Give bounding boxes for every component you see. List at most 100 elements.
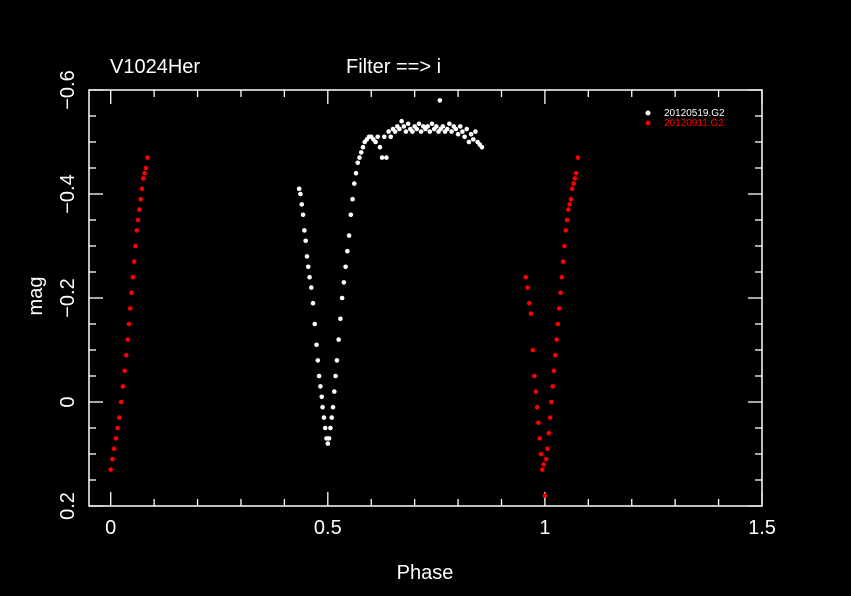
data-point (130, 274, 136, 280)
data-point (299, 202, 305, 207)
data-point (532, 373, 537, 379)
data-point (310, 300, 316, 306)
data-point (559, 274, 565, 280)
data-point (397, 126, 402, 132)
data-point (343, 264, 348, 270)
data-point (296, 186, 302, 192)
data-point (547, 415, 553, 420)
data-point (473, 129, 478, 134)
data-point (133, 243, 138, 249)
data-point (563, 228, 569, 233)
data-point (553, 352, 558, 358)
data-point (526, 300, 532, 306)
data-point (405, 121, 411, 127)
data-point (429, 121, 435, 127)
data-point (569, 186, 575, 192)
data-point (455, 131, 461, 137)
data-point (562, 243, 567, 249)
series-2 (108, 155, 581, 498)
data-point (346, 233, 352, 238)
data-point (318, 384, 323, 389)
data-point (384, 155, 389, 160)
data-point (326, 436, 332, 441)
data-point (560, 259, 566, 264)
data-point (375, 134, 381, 140)
data-point (530, 347, 536, 353)
data-point (464, 126, 470, 132)
data-point (539, 467, 545, 472)
data-point (470, 137, 476, 142)
data-point (304, 254, 310, 259)
data-point (567, 202, 572, 207)
data-point (115, 425, 120, 431)
data-point (523, 274, 529, 280)
data-point (546, 430, 552, 436)
data-point (386, 129, 391, 134)
data-point (333, 373, 338, 379)
data-point (536, 420, 541, 426)
data-point (551, 368, 557, 374)
data-point (312, 321, 318, 327)
data-point (131, 259, 137, 264)
data-point (410, 129, 415, 134)
data-point (338, 316, 343, 322)
data-point (329, 415, 335, 420)
data-point (358, 150, 364, 155)
data-point (558, 290, 563, 296)
data-point (457, 124, 463, 129)
data-point (140, 176, 146, 181)
data-point (309, 285, 314, 290)
data-point (537, 436, 542, 441)
data-point (345, 248, 350, 254)
data-point (142, 170, 147, 176)
data-point (302, 228, 307, 233)
y-tick-label: 0 (57, 396, 79, 407)
y-axis-label: mag (25, 277, 47, 316)
data-point (549, 399, 554, 405)
data-point (453, 126, 459, 132)
data-point (138, 196, 143, 202)
data-point (300, 212, 306, 218)
data-point (341, 280, 347, 285)
y-tick-label: −0.6 (57, 70, 79, 109)
data-point (303, 238, 308, 244)
data-point (573, 170, 579, 176)
data-point (566, 207, 571, 212)
data-point (325, 441, 331, 446)
data-point (434, 124, 439, 129)
data-point (427, 129, 433, 134)
data-point (447, 121, 452, 127)
data-point (135, 217, 141, 223)
data-point (449, 129, 454, 134)
data-point (403, 129, 409, 134)
data-point (416, 121, 422, 127)
chart-title-center: Filter ==> i (346, 56, 441, 78)
data-point (122, 368, 127, 374)
data-point (332, 389, 337, 394)
data-points (108, 98, 581, 498)
data-point (555, 321, 561, 327)
data-point (360, 144, 366, 150)
data-point (307, 274, 312, 280)
data-point (305, 264, 311, 270)
data-point (554, 337, 559, 342)
chart-title-left: V1024Her (110, 56, 200, 78)
data-point (381, 134, 387, 140)
data-point (125, 337, 130, 342)
y-tick-label: −0.2 (57, 278, 79, 317)
x-tick-label: 1 (539, 517, 550, 539)
data-point (336, 337, 341, 342)
data-point (108, 467, 114, 472)
data-point (134, 228, 140, 233)
data-point (334, 358, 340, 363)
x-tick-label: 1.5 (748, 517, 776, 539)
data-point (350, 196, 355, 202)
x-axis-label: Phase (397, 562, 454, 584)
series-1 (296, 98, 485, 446)
data-point (550, 384, 556, 389)
data-point (118, 399, 124, 405)
data-point (373, 139, 378, 145)
data-point (355, 160, 361, 166)
